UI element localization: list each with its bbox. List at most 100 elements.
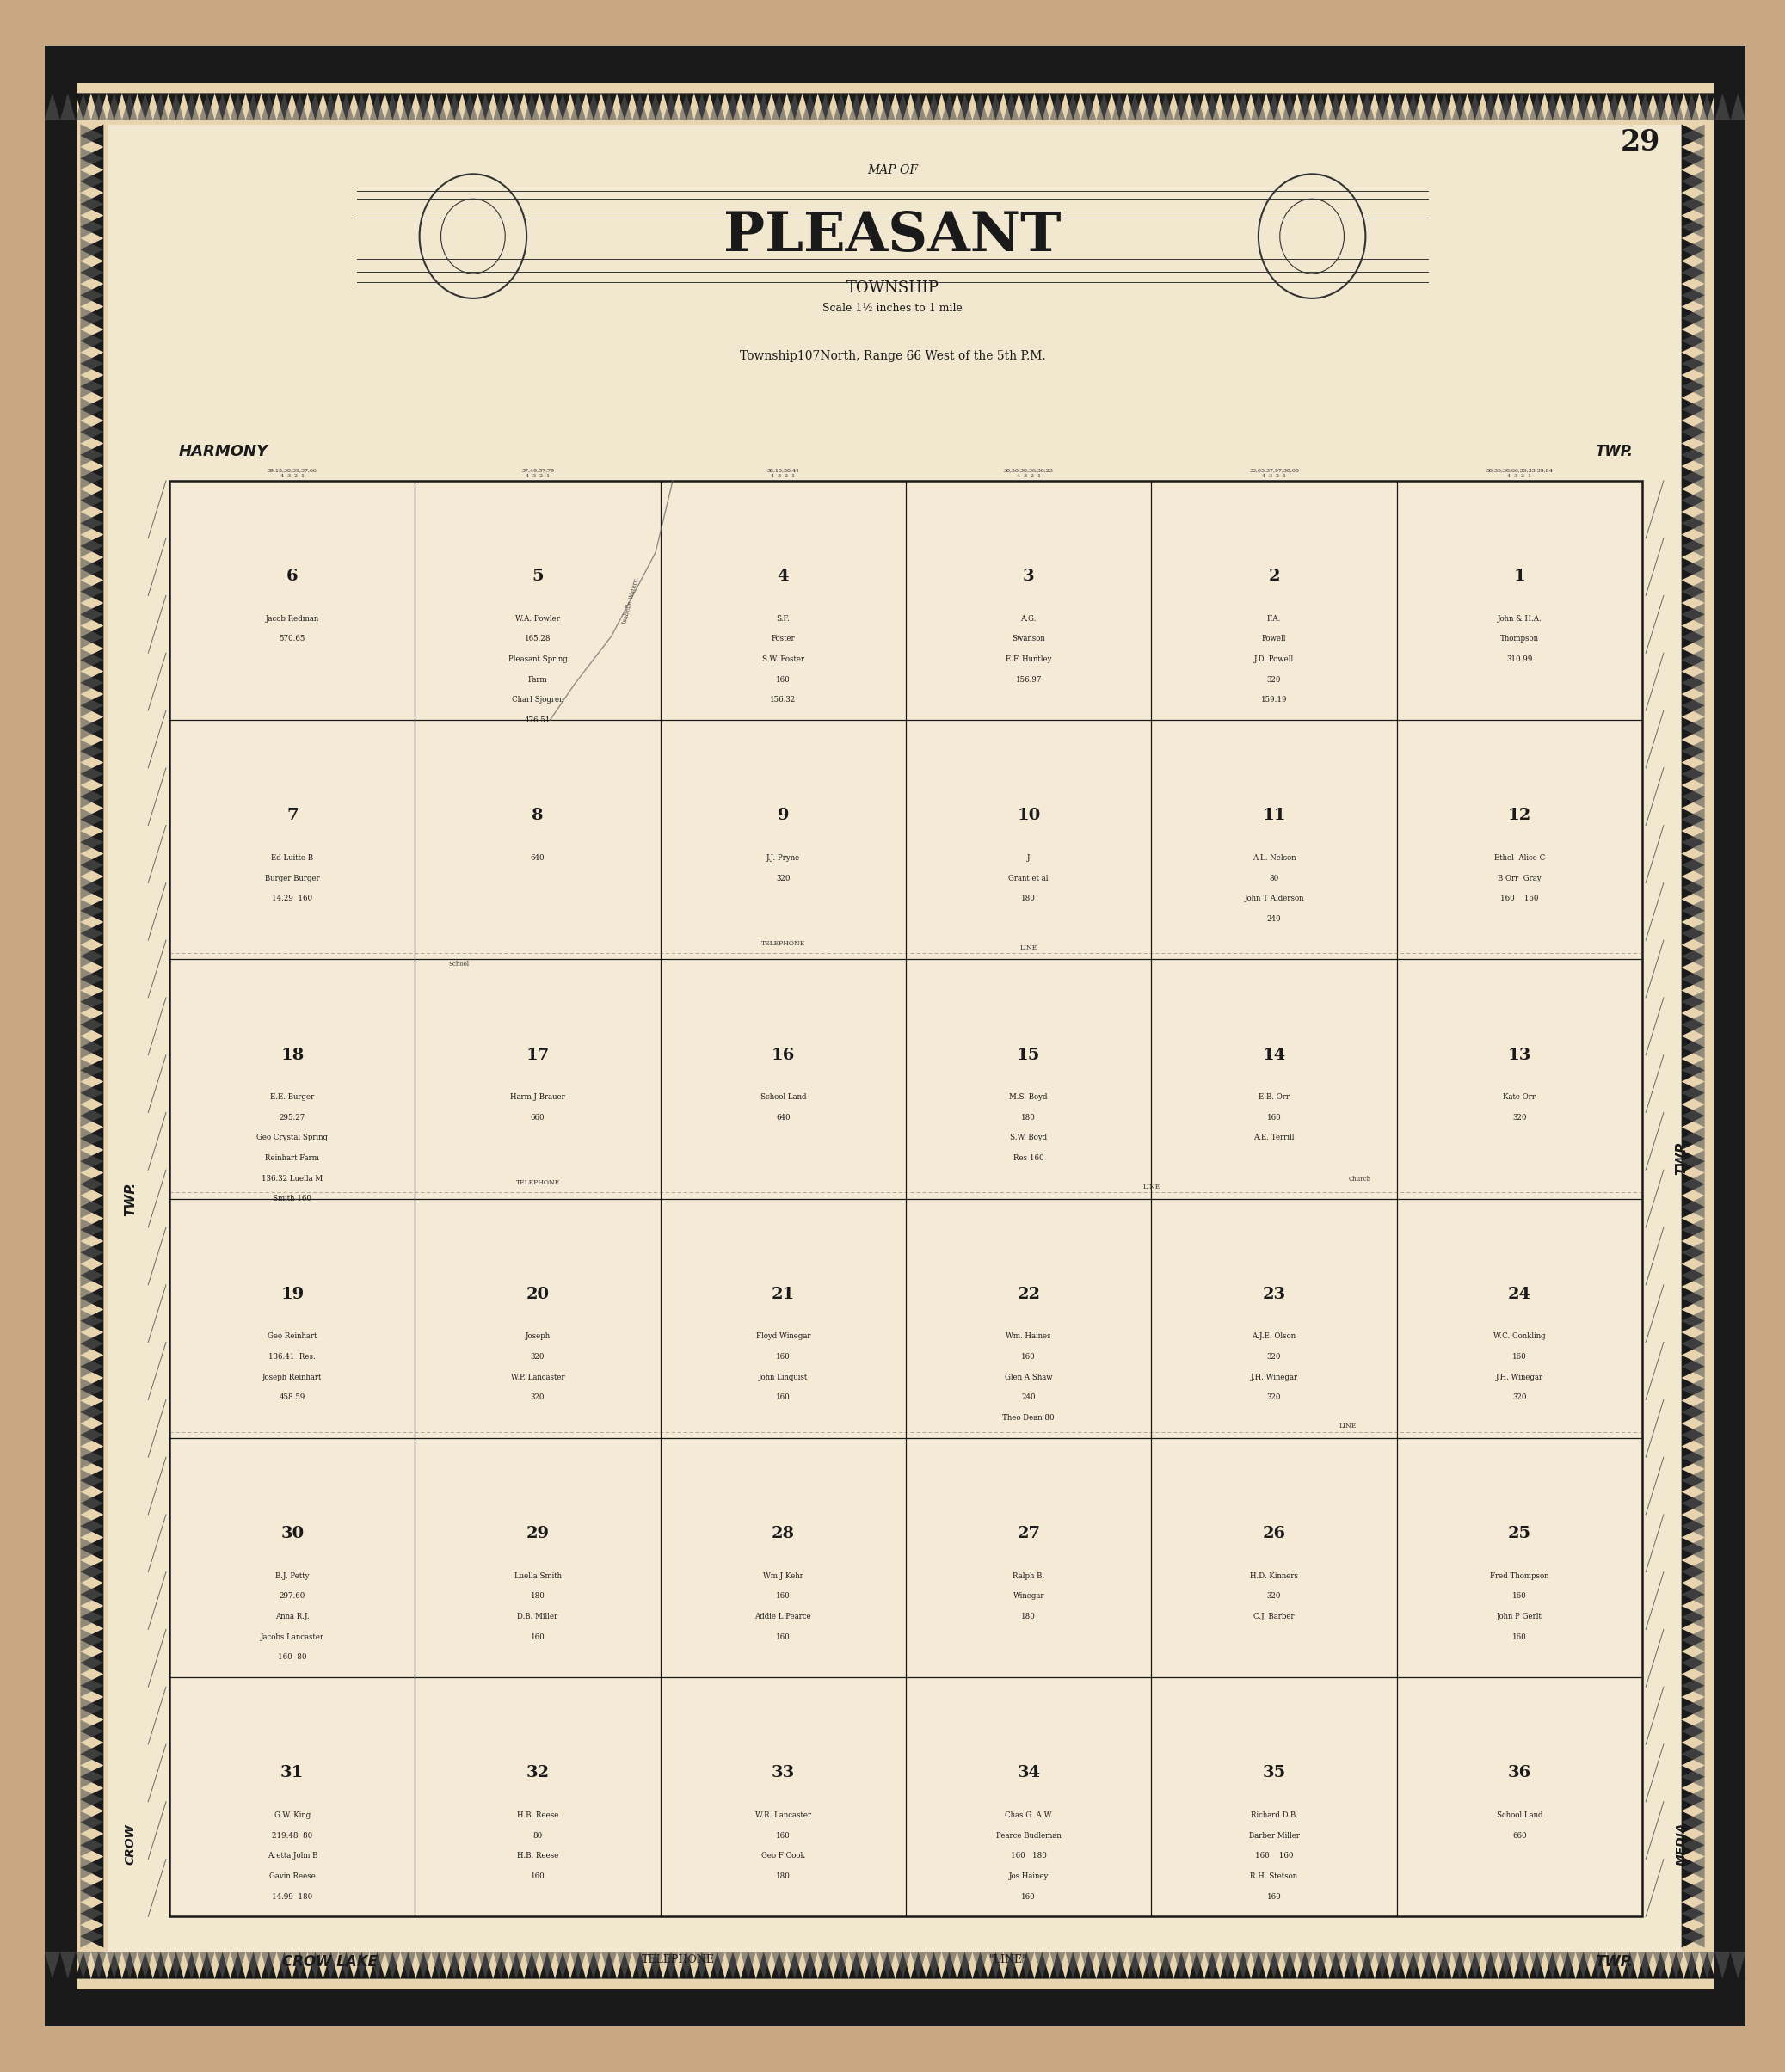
Polygon shape bbox=[757, 1952, 771, 1979]
Polygon shape bbox=[850, 93, 864, 120]
Polygon shape bbox=[1358, 1952, 1374, 1979]
Polygon shape bbox=[80, 1104, 104, 1127]
Polygon shape bbox=[478, 93, 493, 120]
Polygon shape bbox=[1681, 808, 1705, 831]
Polygon shape bbox=[710, 93, 725, 120]
Polygon shape bbox=[80, 1127, 104, 1150]
Polygon shape bbox=[1681, 170, 1705, 193]
Polygon shape bbox=[1681, 1218, 1705, 1241]
Text: 640: 640 bbox=[776, 1113, 791, 1121]
Text: Burger Burger: Burger Burger bbox=[264, 874, 320, 883]
Polygon shape bbox=[1681, 147, 1705, 170]
Polygon shape bbox=[80, 1651, 104, 1674]
Text: 35: 35 bbox=[1262, 1765, 1285, 1780]
Polygon shape bbox=[509, 93, 525, 120]
Polygon shape bbox=[80, 1902, 104, 1925]
Text: Charl Sjogren: Charl Sjogren bbox=[512, 696, 564, 704]
Text: Wm. Haines: Wm. Haines bbox=[1007, 1332, 1051, 1341]
Text: A.G.: A.G. bbox=[1021, 615, 1037, 622]
Text: 310.99: 310.99 bbox=[1507, 655, 1533, 663]
Polygon shape bbox=[1126, 93, 1142, 120]
Polygon shape bbox=[478, 1952, 493, 1979]
Polygon shape bbox=[1681, 1127, 1705, 1150]
Polygon shape bbox=[1681, 1378, 1705, 1401]
Text: HARMONY: HARMONY bbox=[178, 443, 268, 460]
Polygon shape bbox=[1681, 1857, 1705, 1879]
Polygon shape bbox=[585, 93, 602, 120]
Polygon shape bbox=[386, 93, 400, 120]
Text: 320: 320 bbox=[530, 1353, 544, 1361]
Polygon shape bbox=[787, 1952, 803, 1979]
Polygon shape bbox=[121, 93, 137, 120]
Polygon shape bbox=[1681, 1355, 1705, 1378]
Polygon shape bbox=[1235, 1952, 1251, 1979]
Text: 320: 320 bbox=[1267, 1394, 1282, 1401]
Text: 32: 32 bbox=[527, 1765, 550, 1780]
Text: Wm J Kehr: Wm J Kehr bbox=[762, 1573, 803, 1579]
Polygon shape bbox=[1096, 1952, 1112, 1979]
Polygon shape bbox=[525, 93, 539, 120]
Polygon shape bbox=[80, 1264, 104, 1287]
Text: W.A. Fowler: W.A. Fowler bbox=[516, 615, 560, 622]
Polygon shape bbox=[1391, 1952, 1405, 1979]
Bar bbox=[107, 124, 1681, 1952]
Polygon shape bbox=[1050, 93, 1066, 120]
Text: 6: 6 bbox=[286, 568, 298, 584]
Polygon shape bbox=[1681, 1355, 1705, 1378]
Text: Gavin Reese: Gavin Reese bbox=[270, 1873, 316, 1879]
Polygon shape bbox=[1681, 1013, 1705, 1036]
Polygon shape bbox=[80, 1241, 104, 1264]
Polygon shape bbox=[1544, 1952, 1560, 1979]
Polygon shape bbox=[478, 93, 493, 120]
Polygon shape bbox=[1344, 93, 1358, 120]
Text: PLEASANT: PLEASANT bbox=[723, 209, 1062, 263]
Polygon shape bbox=[678, 1952, 694, 1979]
Polygon shape bbox=[926, 1952, 941, 1979]
Polygon shape bbox=[416, 93, 432, 120]
Text: Barber Miller: Barber Miller bbox=[1250, 1832, 1299, 1840]
Polygon shape bbox=[1590, 93, 1606, 120]
Polygon shape bbox=[80, 215, 104, 238]
Text: Aretta John B: Aretta John B bbox=[268, 1852, 318, 1861]
Polygon shape bbox=[509, 1952, 525, 1979]
Text: John T Alderson: John T Alderson bbox=[1244, 895, 1303, 903]
Polygon shape bbox=[1205, 1952, 1219, 1979]
Polygon shape bbox=[694, 1952, 710, 1979]
Polygon shape bbox=[1606, 93, 1623, 120]
Polygon shape bbox=[725, 93, 741, 120]
Text: 156.32: 156.32 bbox=[769, 696, 796, 704]
Polygon shape bbox=[973, 1952, 987, 1979]
Polygon shape bbox=[386, 93, 400, 120]
Polygon shape bbox=[910, 93, 926, 120]
Polygon shape bbox=[1681, 1287, 1705, 1310]
Text: 160: 160 bbox=[1512, 1633, 1526, 1641]
Polygon shape bbox=[1544, 1952, 1560, 1979]
Polygon shape bbox=[80, 466, 104, 489]
Polygon shape bbox=[80, 261, 104, 284]
Polygon shape bbox=[787, 93, 803, 120]
Polygon shape bbox=[80, 1173, 104, 1196]
Polygon shape bbox=[957, 93, 973, 120]
Polygon shape bbox=[1405, 1952, 1421, 1979]
Text: Winegar: Winegar bbox=[1012, 1591, 1044, 1600]
Polygon shape bbox=[525, 1952, 539, 1979]
Polygon shape bbox=[834, 93, 850, 120]
Polygon shape bbox=[926, 1952, 941, 1979]
Polygon shape bbox=[80, 990, 104, 1013]
Polygon shape bbox=[1451, 1952, 1467, 1979]
Polygon shape bbox=[1219, 93, 1235, 120]
Polygon shape bbox=[80, 1515, 104, 1537]
Polygon shape bbox=[1669, 93, 1683, 120]
Polygon shape bbox=[864, 93, 880, 120]
Polygon shape bbox=[80, 831, 104, 854]
Text: 160: 160 bbox=[776, 1353, 791, 1361]
Polygon shape bbox=[1730, 1952, 1746, 1979]
Polygon shape bbox=[1715, 93, 1730, 120]
Polygon shape bbox=[1312, 1952, 1328, 1979]
Polygon shape bbox=[1681, 307, 1705, 329]
Polygon shape bbox=[1681, 990, 1705, 1013]
Polygon shape bbox=[1669, 1952, 1683, 1979]
Polygon shape bbox=[1514, 93, 1530, 120]
Polygon shape bbox=[957, 93, 973, 120]
Polygon shape bbox=[1681, 557, 1705, 580]
